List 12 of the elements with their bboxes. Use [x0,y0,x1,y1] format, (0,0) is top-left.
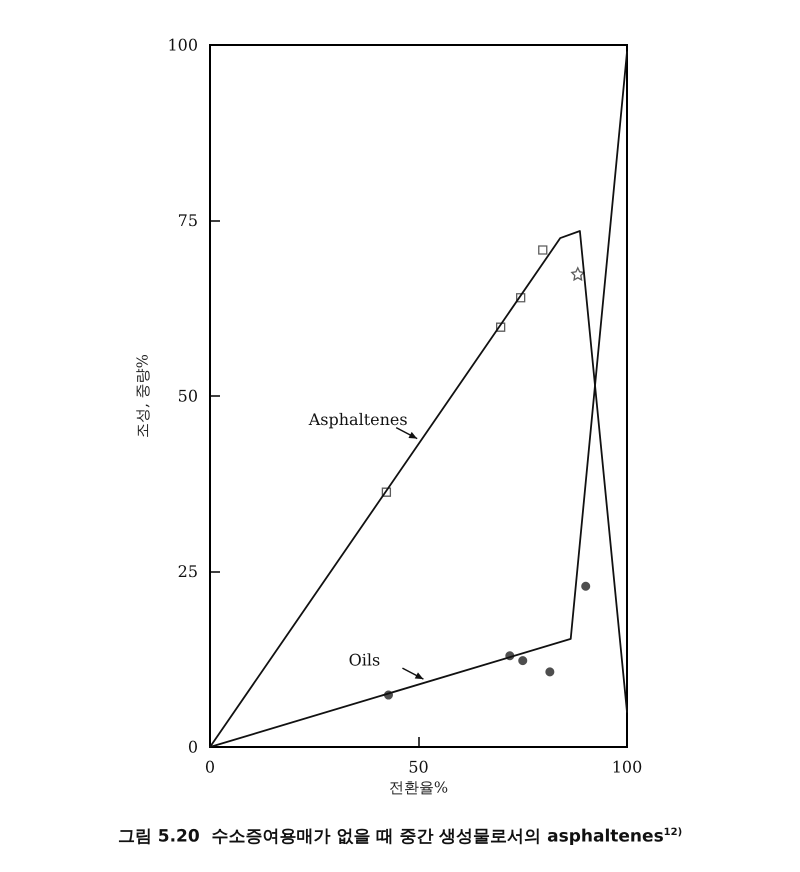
x-tick-label: 0 [204,758,216,776]
y-tick-label: 75 [178,211,198,230]
y-axis-title: 조성, 중량% [134,354,152,438]
y-tick-label: 25 [178,562,198,581]
x-axis-title: 전환율% [388,778,448,796]
series-label: Oils [348,650,380,670]
x-tick-label: 100 [612,758,642,776]
series-label: Asphaltenes [308,410,408,430]
y-tick-label: 100 [167,36,198,54]
y-tick-label: 50 [178,386,198,406]
x-tick-label: 50 [408,758,429,776]
y-tick-label: 0 [188,738,198,756]
